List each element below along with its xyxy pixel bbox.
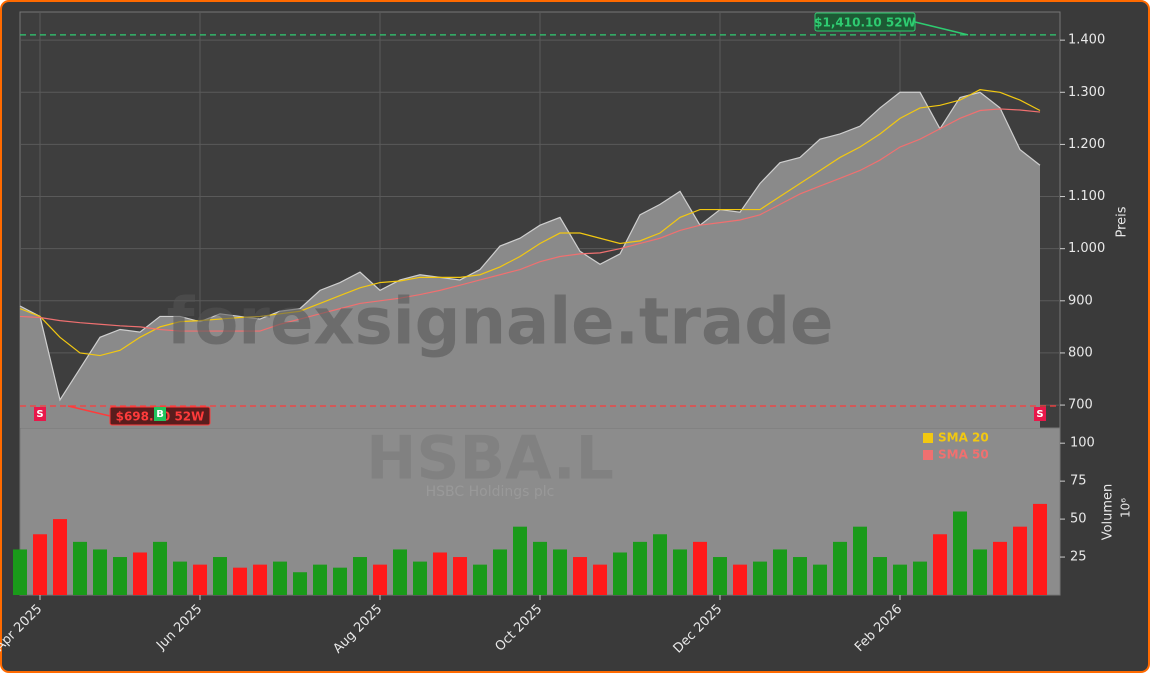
volume-bar (953, 511, 967, 595)
volume-bar (873, 557, 887, 595)
volume-bar (1033, 503, 1047, 595)
volume-bar (133, 552, 147, 595)
volume-bar (733, 564, 747, 595)
y2-tick-label: 75 (1070, 474, 1087, 489)
low_52w-arrow (67, 405, 111, 417)
signal-label: S (1036, 409, 1043, 420)
y-tick-label: 900 (1068, 293, 1093, 308)
price-area (20, 92, 1040, 428)
volume-bar (673, 549, 687, 595)
legend-swatch (923, 450, 933, 460)
volume-bar (173, 561, 187, 595)
volume-bar (253, 564, 267, 595)
volume-bar (933, 534, 947, 595)
volume-bar (633, 541, 647, 595)
volume-bar (773, 549, 787, 595)
volume-bar (13, 549, 27, 595)
volume-bar (533, 541, 547, 595)
volume-bar (993, 541, 1007, 595)
y2-tick-label: 50 (1070, 512, 1087, 527)
legend-swatch (923, 433, 933, 443)
signal-marker (34, 407, 46, 421)
y2-tick-label: 100 (1070, 436, 1095, 451)
y-tick-label: 800 (1068, 345, 1093, 360)
volume-bar (333, 567, 347, 595)
sma-line (19, 108, 1041, 332)
watermark: forexsignale.trade (167, 286, 834, 360)
y-tick-label: 1.200 (1068, 137, 1105, 152)
volume-bar (33, 534, 47, 595)
y-tick-label: 1.000 (1068, 241, 1105, 256)
volume-bar (73, 541, 87, 595)
volume-bar (433, 552, 447, 595)
volume-bar (313, 564, 327, 595)
volume-bar (713, 557, 727, 595)
volume-bar (853, 526, 867, 595)
volume-bar (353, 557, 367, 595)
sma-line (19, 89, 1041, 357)
y2-tick-label: 25 (1070, 550, 1087, 565)
volume-bar (513, 526, 527, 595)
y-tick-label: 1.400 (1068, 33, 1105, 48)
volume-bar (573, 557, 587, 595)
plot (19, 12, 1060, 428)
volume-bar (973, 549, 987, 595)
volume-bar (593, 564, 607, 595)
volume-bar (373, 564, 387, 595)
volume-bar (813, 564, 827, 595)
symbol-watermark: HSBA.L (366, 424, 614, 494)
volume-bar (653, 534, 667, 595)
volume-bar (793, 557, 807, 595)
volume-bar (113, 557, 127, 595)
y-axis-label: Preis (1115, 206, 1130, 237)
y-tick-label: 1.100 (1068, 189, 1105, 204)
volume-bar (273, 561, 287, 595)
y-tick-label: 1.300 (1068, 85, 1105, 100)
volume-bar (753, 561, 767, 595)
signal-label: S (36, 409, 43, 420)
volume-bar (293, 572, 307, 595)
volume-bar (473, 564, 487, 595)
volume-bar (193, 564, 207, 595)
signal-marker (154, 407, 166, 421)
signal-label: B (156, 409, 164, 420)
volume-bar (213, 557, 227, 595)
signal-marker (1034, 407, 1046, 421)
volume-bar (233, 567, 247, 595)
high_52w-label: $1,410.10 52W (814, 16, 916, 30)
legend-label: SMA 20 (938, 431, 989, 445)
volume-bar (1013, 526, 1027, 595)
y-tick-label: 700 (1068, 398, 1093, 413)
volume-bar (93, 549, 107, 595)
high_52w-arrow (914, 21, 969, 36)
volume-bar (453, 557, 467, 595)
y2-multiplier: 10⁶ (1119, 498, 1133, 518)
volume-bar (693, 541, 707, 595)
legend-label: SMA 50 (938, 448, 989, 462)
volume-bar (413, 561, 427, 595)
volume-bar (893, 564, 907, 595)
volume-bar (833, 541, 847, 595)
y2-axis-label: Volumen (1101, 484, 1116, 541)
volume-bar (493, 549, 507, 595)
company-watermark: HSBC Holdings plc (426, 484, 555, 500)
price-line (19, 91, 1041, 402)
volume-bar (53, 519, 67, 595)
volume-bar (913, 561, 927, 595)
volume-bar (393, 549, 407, 595)
volume-bar (553, 549, 567, 595)
volume-bar (613, 552, 627, 595)
volume-bar (153, 541, 167, 595)
